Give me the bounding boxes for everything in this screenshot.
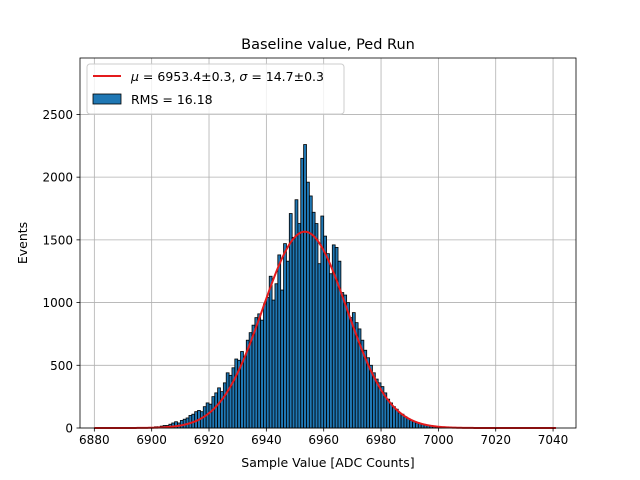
histogram-bar [291, 236, 296, 429]
x-tick-label: 7020 [480, 433, 511, 447]
legend-hist-swatch [92, 93, 122, 105]
histogram-bar [300, 157, 305, 429]
histogram-bar [340, 292, 345, 429]
histogram-bar [211, 396, 216, 429]
histogram-bar [231, 367, 236, 429]
histogram-bar [200, 411, 204, 429]
histogram-bar [415, 422, 419, 429]
x-tick-label: 7040 [538, 433, 569, 447]
histogram-bar [283, 243, 287, 429]
y-tick-label: 1500 [42, 233, 73, 247]
histogram-bar [329, 273, 333, 429]
histogram-bar [243, 356, 247, 429]
histogram-bar [277, 254, 282, 429]
legend-mu-symbol: μ [130, 69, 139, 84]
x-tick-label: 6940 [251, 433, 282, 447]
x-tick-label: 6920 [194, 433, 225, 447]
histogram-bar [265, 297, 270, 429]
legend-box [86, 63, 345, 115]
histogram-bar [397, 412, 402, 429]
histogram-bar [254, 317, 259, 429]
histogram-bar [386, 398, 391, 429]
histogram-bar [372, 372, 376, 429]
histogram-bar [297, 223, 302, 429]
histogram-bar [412, 421, 416, 429]
histogram-bar [311, 211, 316, 429]
histogram-bar [306, 181, 310, 429]
histogram-bar [314, 223, 319, 429]
histogram-bar [392, 406, 396, 429]
y-axis-ticks: 0 500 1000 1500 2000 2500 [42, 108, 80, 436]
x-tick-label: 6880 [79, 433, 110, 447]
histogram-bar [271, 299, 276, 429]
histogram-bar [251, 324, 256, 429]
x-axis-label: Sample Value [ADC Counts] [241, 455, 414, 470]
histogram-bar [234, 358, 239, 429]
x-tick-label: 7000 [423, 433, 454, 447]
legend-sigma-symbol: σ [239, 69, 248, 84]
histogram-bar [334, 246, 339, 429]
y-tick-label: 1000 [42, 296, 73, 310]
histogram-bar [217, 387, 221, 429]
y-tick-label: 2500 [42, 108, 73, 122]
histogram-bar [274, 283, 279, 429]
histogram-bar [409, 420, 413, 429]
chart-title: Baseline value, Ped Run [241, 37, 415, 53]
legend: μ = 6953.4±0.3, σ = 14.7±0.3 RMS = 16.18 [86, 63, 345, 115]
legend-hist-label: RMS = 16.18 [131, 92, 213, 107]
x-tick-label: 6900 [136, 433, 167, 447]
histogram-bar [208, 403, 213, 429]
histogram-bar [343, 294, 348, 429]
legend-mu-text: = 6953.4±0.3, [139, 69, 239, 84]
legend-fit-label: μ = 6953.4±0.3, σ = 14.7±0.3 [130, 69, 324, 84]
histogram-bar [263, 303, 267, 429]
histogram-bar [286, 260, 290, 429]
y-tick-label: 2000 [42, 171, 73, 185]
histogram-bar [257, 313, 262, 429]
histogram-bar [389, 402, 393, 429]
x-tick-label: 6960 [308, 433, 339, 447]
histogram-bar [225, 372, 230, 429]
y-axis-label: Events [15, 222, 30, 264]
histogram-bar [214, 392, 219, 429]
histogram-bar [326, 253, 330, 429]
histogram-bar [222, 382, 227, 429]
histogram-bar [374, 378, 379, 429]
histogram-bar [303, 144, 307, 429]
histogram-bar [308, 195, 313, 429]
histogram-bar [323, 235, 327, 429]
histogram-bar [280, 289, 284, 429]
histogram-bar [260, 319, 264, 429]
plot-frame [79, 57, 577, 429]
x-tick-label: 6980 [366, 433, 397, 447]
histogram-bar [268, 275, 273, 429]
legend-sigma-text: = 14.7±0.3 [247, 69, 324, 84]
histogram-bar [346, 302, 350, 429]
y-tick-label: 0 [65, 422, 73, 436]
x-axis-ticks: 6880 6900 6920 6940 6960 6980 7000 7020 7040 [79, 428, 568, 447]
y-tick-label: 500 [50, 359, 73, 373]
histogram-bar [317, 263, 322, 429]
histogram-bar [349, 317, 353, 429]
